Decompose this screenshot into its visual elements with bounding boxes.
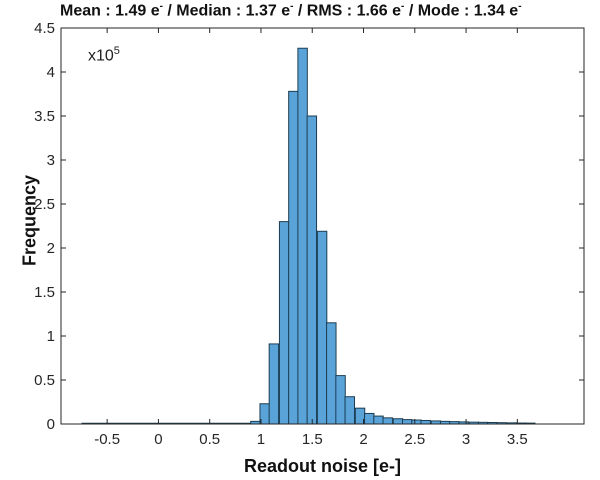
- superscript-minus: -: [401, 1, 405, 12]
- superscript-minus: -: [290, 1, 294, 12]
- x-tick-label: -0.5: [94, 431, 120, 448]
- chart-title: Mean : 1.49 e- / Median : 1.37 e- / RMS …: [60, 1, 600, 20]
- y-tick-label: 3: [47, 152, 55, 169]
- y-tick-label: 2.5: [34, 196, 55, 213]
- y-tick-label: 3.5: [34, 108, 55, 125]
- x-tick-label: 3: [462, 431, 470, 448]
- histogram-bar: [364, 412, 375, 425]
- exp-power: 5: [113, 45, 120, 57]
- title-median: / Median : 1.37 e: [162, 2, 291, 20]
- y-exponent-label: x105: [88, 45, 120, 65]
- histogram-bar: [335, 375, 346, 425]
- histogram-bar: [344, 396, 355, 425]
- x-tick-label: 2: [359, 431, 367, 448]
- title-rms: / RMS : 1.66 e: [293, 2, 402, 20]
- y-tick-label: 4.5: [34, 20, 55, 37]
- superscript-minus: -: [159, 1, 163, 12]
- y-tick-label: 4: [47, 64, 55, 81]
- histogram-bar: [268, 343, 280, 425]
- y-tick-label: 1.5: [34, 284, 55, 301]
- x-tick-label: 1.5: [302, 431, 323, 448]
- x-tick-label: 3.5: [507, 431, 528, 448]
- superscript-minus: -: [518, 1, 522, 12]
- histogram-bar: [326, 322, 337, 425]
- histogram-bar: [373, 415, 384, 425]
- histogram-bar: [316, 230, 328, 425]
- y-tick-label: 2: [47, 240, 55, 257]
- exp-base: x10: [88, 47, 114, 65]
- histogram-bar: [401, 419, 413, 425]
- title-mean: Mean : 1.49 e: [60, 2, 160, 20]
- histogram-bar: [288, 90, 299, 425]
- y-tick-label: 0: [47, 416, 55, 433]
- histogram-bar: [420, 419, 431, 425]
- histogram-bar: [392, 418, 404, 425]
- x-tick-label: 1: [257, 431, 265, 448]
- y-tick-label: 1: [47, 328, 55, 345]
- plot-frame: [60, 27, 585, 425]
- title-mode: / Mode : 1.34 e: [404, 2, 519, 20]
- histogram-bar: [297, 47, 308, 425]
- histogram-bar: [306, 115, 318, 425]
- y-axis-label: Frequency: [19, 174, 40, 267]
- y-tick-label: 0.5: [34, 372, 55, 389]
- histogram-bar: [278, 221, 290, 425]
- x-tick-label: 0.5: [199, 431, 220, 448]
- histogram-bar: [382, 417, 393, 425]
- histogram-bar: [411, 419, 422, 425]
- x-tick-label: 0: [154, 431, 162, 448]
- x-tick-label: 2.5: [404, 431, 425, 448]
- x-axis-label: Readout noise [e-]: [243, 456, 401, 476]
